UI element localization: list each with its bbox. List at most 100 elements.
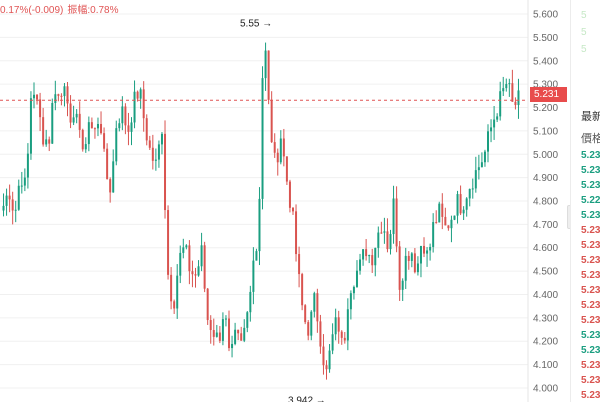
candle	[118, 118, 121, 132]
candle	[279, 130, 282, 165]
candle	[167, 205, 170, 280]
candle	[505, 78, 508, 92]
candle	[197, 260, 200, 277]
candle	[78, 101, 81, 138]
candle	[404, 247, 407, 289]
candle	[109, 177, 112, 203]
candle	[234, 322, 237, 346]
candle	[322, 334, 325, 375]
trade-price-row: 5.23	[581, 285, 600, 296]
candle	[453, 215, 456, 221]
y-tick-label: 4.700	[533, 220, 558, 231]
y-tick-label: 4.300	[533, 313, 558, 324]
candle	[194, 267, 197, 288]
candle	[139, 87, 142, 109]
candle	[142, 81, 145, 132]
candle	[191, 260, 194, 288]
candle	[48, 136, 51, 152]
candle	[20, 171, 23, 194]
candle	[84, 137, 87, 153]
candle	[182, 238, 185, 259]
candle	[374, 247, 377, 277]
y-tick-label: 5.200	[533, 103, 558, 114]
candle	[288, 179, 291, 213]
candle	[480, 152, 483, 168]
trade-panel: 5 5 5 最新 價格 5.23 5.23 5.23 5.22 5.23 5.23 5.23 5.…	[570, 0, 600, 402]
candle	[435, 210, 438, 224]
candle	[8, 184, 11, 213]
candle	[203, 241, 206, 293]
chart-canvas: 5.600 5.500 5.400 5.300 5.200 5.100 5.000 4.900…	[0, 0, 558, 402]
y-tick-label: 4.000	[533, 383, 558, 394]
candle	[419, 245, 422, 278]
candle	[343, 331, 346, 344]
candle	[127, 112, 130, 146]
candle	[176, 264, 179, 319]
candle	[450, 215, 453, 243]
trade-price-row: 5.23	[581, 360, 600, 371]
candle	[413, 248, 416, 274]
candle	[337, 310, 340, 344]
candle	[313, 291, 316, 318]
candle	[200, 232, 203, 272]
candle	[349, 290, 352, 320]
candle	[301, 272, 304, 311]
y-tick-label: 5.100	[533, 126, 558, 137]
candle	[273, 133, 276, 158]
candle	[371, 248, 374, 273]
trade-price-row: 5.23	[581, 300, 600, 311]
candle	[416, 256, 419, 276]
candle	[465, 197, 468, 217]
faded-price: 5	[581, 10, 587, 21]
candle	[103, 127, 106, 152]
candle	[365, 238, 368, 261]
candle	[316, 288, 319, 333]
candle	[106, 143, 109, 180]
candle	[359, 253, 362, 275]
candle	[517, 78, 520, 119]
candle	[188, 240, 191, 285]
candle	[410, 252, 413, 268]
candle	[487, 124, 490, 163]
candle	[395, 186, 398, 253]
candle	[249, 285, 252, 322]
amplitude-text: 振幅:0.78%	[67, 5, 119, 16]
candle	[255, 248, 258, 261]
candle	[258, 187, 261, 266]
candle	[215, 324, 218, 338]
trade-price-row: 5.23	[581, 390, 600, 401]
candle	[246, 310, 249, 333]
candle	[380, 221, 383, 234]
candle	[96, 117, 99, 137]
candle	[508, 78, 511, 97]
candle	[115, 120, 118, 166]
candle	[42, 107, 45, 147]
y-tick-label: 4.200	[533, 337, 558, 348]
candle	[331, 323, 334, 355]
candle	[267, 50, 270, 105]
price-chart: 5.600 5.500 5.400 5.300 5.200 5.100 5.000 4.900…	[0, 0, 558, 402]
candle	[471, 178, 474, 199]
trade-price-row: 5.23	[581, 315, 600, 326]
candle	[499, 81, 502, 121]
candle	[26, 143, 29, 189]
trade-price-row: 5.23	[581, 375, 600, 386]
candle	[383, 217, 386, 244]
last-price-badge: 5.231	[530, 87, 567, 102]
panel-title: 最新	[581, 111, 600, 123]
candle	[362, 249, 365, 266]
trade-price-row: 5.23	[581, 225, 600, 236]
candle	[130, 117, 133, 146]
candle	[441, 193, 444, 230]
candle	[11, 191, 14, 225]
candle	[438, 201, 441, 223]
candle	[136, 90, 139, 102]
trade-price-row: 5.22	[581, 195, 600, 206]
candle	[145, 114, 148, 146]
candle	[231, 335, 234, 358]
candle	[160, 132, 163, 155]
header-stats: 0.17%(-0.009) 振幅:0.78%	[0, 1, 123, 16]
candle	[398, 241, 401, 301]
candle	[456, 190, 459, 224]
candle	[352, 285, 355, 300]
